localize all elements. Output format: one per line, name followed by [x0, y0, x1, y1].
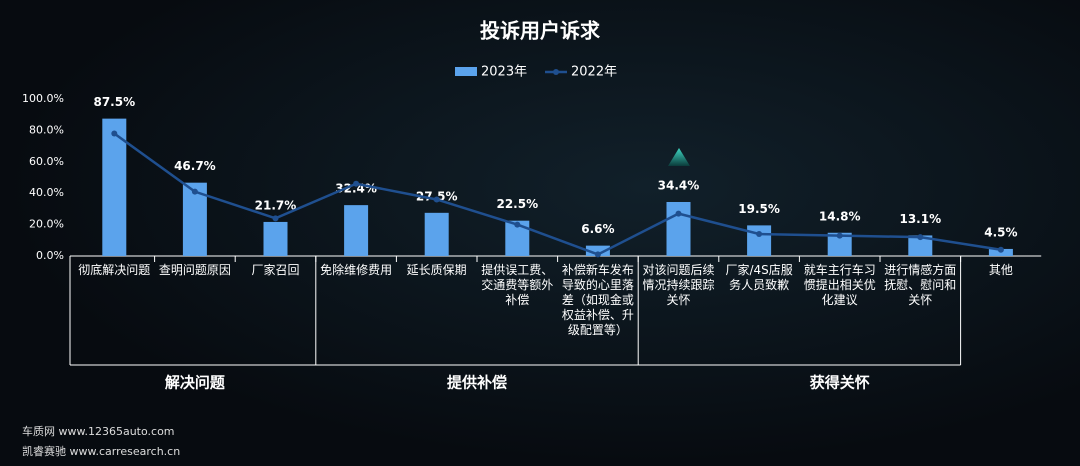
y-tick-label: 40.0% — [29, 186, 64, 199]
y-tick-label: 100.0% — [22, 92, 64, 105]
x-tick-label: 进行情感方面抚慰、慰问和关怀 — [884, 263, 957, 307]
legend-label: 2022年 — [571, 65, 617, 80]
bar — [827, 232, 852, 256]
bar — [424, 212, 449, 256]
x-tick-label: 彻底解决问题 — [78, 263, 151, 277]
line-point — [917, 234, 924, 241]
line-point — [191, 188, 198, 195]
chart-title: 投诉用户诉求 — [480, 19, 601, 43]
bar — [666, 201, 691, 256]
y-tick-label: 20.0% — [29, 218, 64, 231]
source: 车质网 www.12365auto.com — [22, 424, 175, 438]
x-tick-label: 延长质保期 — [406, 263, 467, 277]
value-label: 46.7% — [174, 159, 216, 173]
bar — [263, 221, 288, 256]
line-point — [675, 210, 682, 217]
group-label: 解决问题 — [165, 374, 226, 392]
x-tick-label: 厂家/4S店服务人员致歉 — [725, 263, 793, 292]
value-label: 14.8% — [819, 209, 861, 223]
decoration — [668, 148, 690, 166]
legend-label: 2023年 — [481, 65, 527, 80]
line-point — [836, 232, 843, 239]
line-point — [272, 215, 279, 222]
bar — [747, 225, 772, 256]
x-tick-label: 就车主行车习惯提出相关优化建议 — [803, 263, 876, 307]
line-point — [756, 231, 763, 238]
bar — [344, 205, 369, 256]
x-tick-label: 免除维修费用 — [320, 263, 393, 277]
bar — [102, 118, 127, 256]
x-tick-label: 提供误工费、交通费等额外补偿 — [481, 263, 554, 307]
x-tick-label: 其他 — [988, 263, 1013, 277]
line-point — [594, 251, 601, 258]
value-label: 13.1% — [899, 212, 941, 226]
x-tick-label: 查明问题原因 — [158, 263, 231, 277]
bar — [585, 245, 610, 256]
line-point — [997, 246, 1004, 253]
line-point — [353, 180, 360, 187]
value-label: 22.5% — [496, 197, 538, 211]
group-label: 提供补偿 — [447, 374, 507, 392]
value-label: 4.5% — [984, 225, 1017, 239]
value-label: 34.4% — [658, 178, 700, 192]
line-point — [111, 130, 118, 137]
group-label: 获得关怀 — [810, 374, 870, 392]
legend-swatch — [553, 69, 559, 75]
value-label: 21.7% — [255, 198, 297, 212]
line-point — [433, 196, 440, 203]
x-tick-label: 对该问题后续情况持续跟踪关怀 — [642, 263, 715, 307]
line-point — [514, 221, 521, 228]
y-tick-label: 0.0% — [36, 249, 64, 262]
line — [113, 132, 1002, 256]
value-label: 27.5% — [416, 189, 458, 203]
y-tick-label: 80.0% — [29, 123, 64, 136]
value-label: 6.6% — [581, 222, 614, 236]
x-tick-label: 补偿新车发布导致的心里落差（如现金或权益补偿、升级配置等） — [561, 263, 634, 337]
value-label: 87.5% — [93, 95, 135, 109]
legend-swatch — [455, 67, 477, 76]
value-label: 19.5% — [738, 202, 780, 216]
bar — [908, 235, 933, 256]
x-tick-label: 厂家召回 — [251, 263, 300, 277]
source: 凯睿赛驰 www.carresearch.cn — [22, 444, 180, 458]
y-tick-label: 60.0% — [29, 155, 64, 168]
